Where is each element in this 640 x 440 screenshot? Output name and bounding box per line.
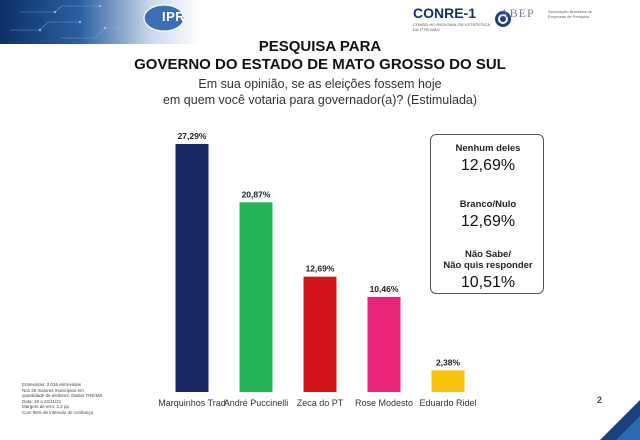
methodology-footnote: Entrevistas: 2.016 entrevistas Nos 26 ma… [22,382,102,415]
conre-logo: CONRE-1 CONSELHO REGIONAL DE ESTATÍSTICA… [413,5,512,32]
summary-value-naosabe: 10,51% [460,274,516,291]
category-label-andre-puccinelli: André Puccinelli [224,398,289,408]
conre-badge-icon [495,10,511,27]
category-label-zeca-do-pt: Zeca do PT [297,398,344,408]
category-label-eduardo-ridel: Eduardo Ridel [419,398,476,408]
abep-logo-title: ABEP [500,6,535,20]
question-line2: em quem você votaria para governador(a)?… [162,93,478,107]
conre-logo-subtitle: CONSELHO REGIONAL DE ESTATÍSTICA DA 1ª R… [413,22,490,32]
value-label-rose-modesto: 10,46% [370,284,399,294]
summary-box: Nenhum deles 12,69% Branco/Nulo 12,69% N… [430,134,544,294]
page-title-line1: PESQUISA PARA [258,38,382,55]
footnote-line: Nos 26 maiores municípios em [22,387,84,393]
bar-eduardo-ridel [431,370,465,392]
footnote-line: Margem de erro: 2,2 pp [22,404,70,409]
category-label-marquinhos-trad: Marquinhos Trad [158,398,226,408]
bar-zeca-do-pt [303,276,337,392]
page-number: 2 [597,395,603,405]
bar-rose-modesto [367,296,401,392]
ipr-logo-text: IPR [162,9,186,24]
value-label-marquinhos-trad: 27,29% [178,131,207,141]
summary-value-branco: 12,69% [460,213,516,230]
footnote-line: Entrevistas: 2.016 entrevistas [22,382,82,387]
summary-label-naosabe-1: Não Sabe/ [465,249,511,260]
header-banner: IPR [0,0,200,44]
page-title-line2: GOVERNO DO ESTADO DE MATO GROSSO DO SUL [134,56,506,73]
abep-logo-subtitle: Associação Brasileira de Empresas de Pes… [548,9,592,19]
value-label-andre-puccinelli: 20,87% [242,189,271,199]
footnote-line: Com 95% de intervalo de confiança [22,409,94,415]
summary-label-nenhum: Nenhum deles [455,143,521,154]
value-label-zeca-do-pt: 12,69% [306,264,335,274]
circuit-decoration [10,4,130,39]
bar-andre-puccinelli [239,202,273,392]
summary-value-nenhum: 12,69% [460,157,516,174]
summary-label-branco: Branco/Nulo [459,199,517,210]
category-label-rose-modesto: Rose Modesto [355,398,413,408]
corner-decoration [600,400,640,440]
value-label-eduardo-ridel: 2,38% [436,357,461,367]
summary-label-naosabe-2: Não quis responder [443,260,533,271]
footnote-line: Data: 18 a 22/11/21 [22,398,62,404]
ipr-logo-icon [143,4,185,32]
conre-logo-title: CONRE-1 [413,5,477,21]
abep-logo: ABEP [500,6,535,21]
footnote-line: quantidade de eleitores. Dados TRE/MS [22,393,103,398]
question-line1: Em sua opinião, se as eleições fossem ho… [198,77,442,91]
bar-marquinhos-trad [175,144,209,392]
